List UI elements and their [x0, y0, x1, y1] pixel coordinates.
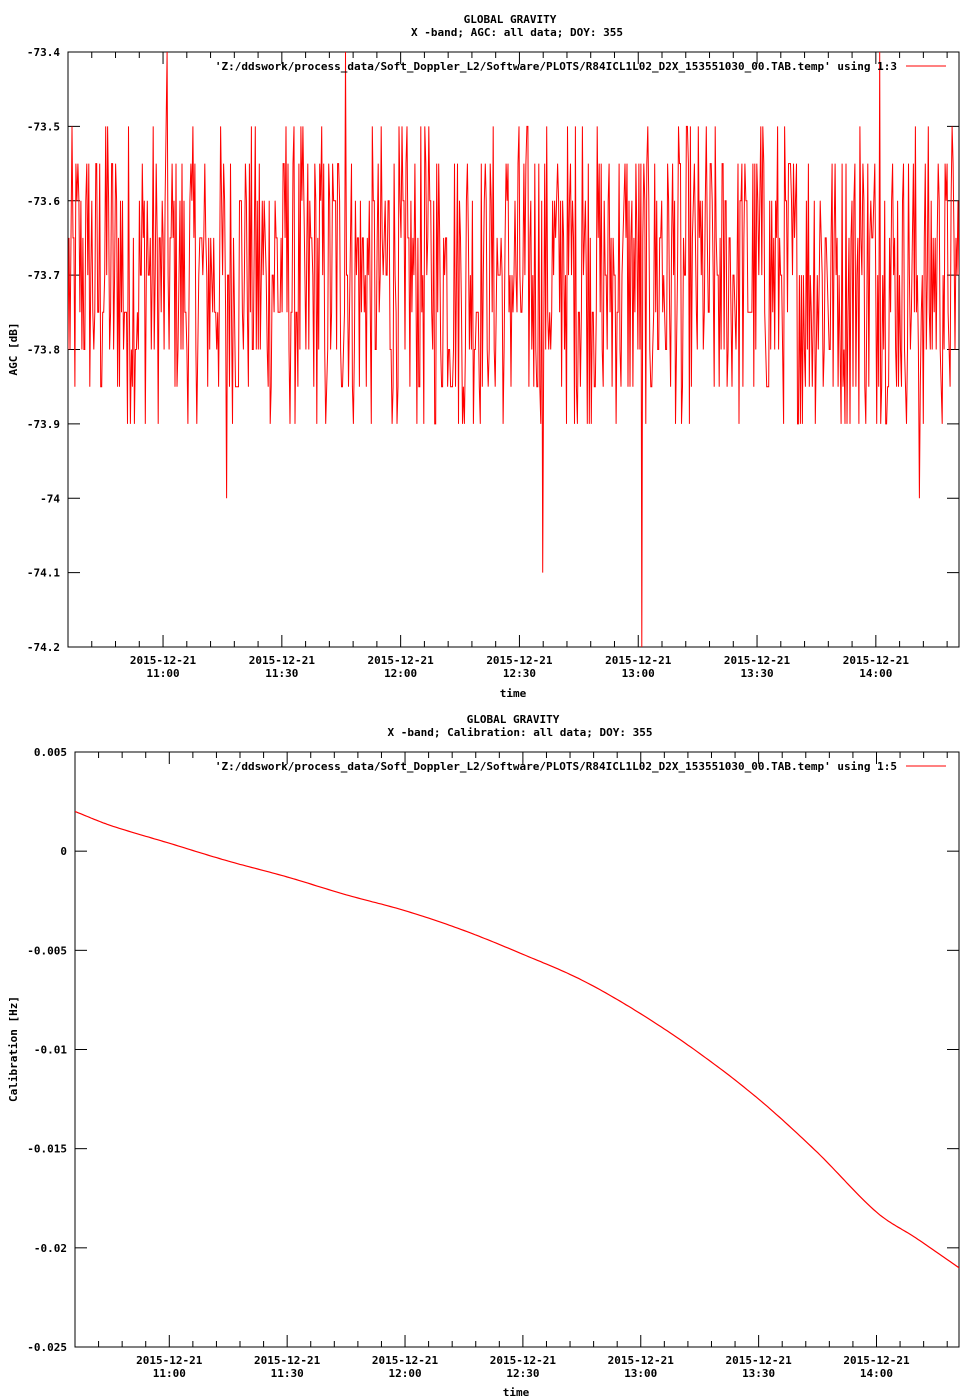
- x-tick-date: 2015-12-21: [136, 1354, 203, 1367]
- x-tick-time: 12:30: [506, 1367, 539, 1380]
- y-tick-label: -73.6: [27, 195, 60, 208]
- x-tick-date: 2015-12-21: [843, 654, 910, 667]
- x-tick-time: 11:00: [146, 667, 179, 680]
- y-axis: 0.005 0 -0.005 -0.01 -0.015 -0.02 -0.025: [27, 746, 959, 1354]
- legend: 'Z:/ddswork/process_data/Soft_Doppler_L2…: [215, 760, 946, 773]
- x-tick-date: 2015-12-21: [372, 1354, 439, 1367]
- calibration-series: [75, 810, 959, 1269]
- series-line: [68, 52, 959, 647]
- y-tick-label: -74.2: [27, 641, 60, 654]
- y-tick-label: -0.02: [34, 1242, 67, 1255]
- y-tick-label: -73.5: [27, 120, 60, 133]
- x-tick-date: 2015-12-21: [249, 654, 316, 667]
- y-axis: -73.4 -73.5 -73.6 -73.7 -73.8 -73.9 -74 -74.1 -7…: [27, 46, 959, 654]
- x-tick-time: 13:00: [624, 1367, 657, 1380]
- x-tick-date: 2015-12-21: [486, 654, 553, 667]
- y-tick-label: 0: [60, 845, 67, 858]
- x-tick-date: 2015-12-21: [608, 1354, 675, 1367]
- x-axis-label: time: [503, 1386, 530, 1399]
- y-tick-label: -73.8: [27, 344, 60, 357]
- y-tick-label: -0.015: [27, 1143, 67, 1156]
- x-tick-time: 13:30: [742, 1367, 775, 1380]
- x-tick-date: 2015-12-21: [130, 654, 197, 667]
- x-axis: 2015-12-2111:002015-12-2111:302015-12-21…: [67, 52, 948, 680]
- legend-label: 'Z:/ddswork/process_data/Soft_Doppler_L2…: [215, 760, 897, 773]
- calibration-chart: GLOBAL GRAVITY X -band; Calibration: all…: [7, 713, 960, 1399]
- y-axis-label: Calibration [Hz]: [7, 996, 20, 1102]
- x-tick-date: 2015-12-21: [368, 654, 435, 667]
- x-tick-time: 12:00: [388, 1367, 421, 1380]
- y-axis-label: AGC [dB]: [7, 323, 20, 376]
- y-tick-label: -73.9: [27, 418, 60, 431]
- agc-chart: GLOBAL GRAVITY X -band; AGC: all data; D…: [7, 13, 960, 700]
- y-tick-label: 0.005: [34, 746, 67, 759]
- legend-label: 'Z:/ddswork/process_data/Soft_Doppler_L2…: [215, 60, 897, 73]
- x-tick-date: 2015-12-21: [490, 1354, 557, 1367]
- x-tick-time: 14:00: [859, 667, 892, 680]
- chart-title: GLOBAL GRAVITY: [464, 13, 557, 26]
- x-tick-date: 2015-12-21: [843, 1354, 910, 1367]
- x-tick-time: 11:30: [271, 1367, 304, 1380]
- y-tick-label: -74.1: [27, 567, 60, 580]
- chart-title: GLOBAL GRAVITY: [467, 713, 560, 726]
- y-tick-label: -0.025: [27, 1341, 67, 1354]
- y-tick-label: -73.4: [27, 46, 60, 59]
- x-axis-label: time: [500, 687, 527, 700]
- x-tick-time: 12:30: [503, 667, 536, 680]
- x-tick-time: 12:00: [384, 667, 417, 680]
- agc-series: [68, 52, 959, 647]
- x-tick-date: 2015-12-21: [605, 654, 672, 667]
- y-tick-label: -0.005: [27, 944, 67, 957]
- series-line: [75, 810, 959, 1269]
- chart-subtitle: X -band; AGC: all data; DOY: 355: [411, 26, 623, 39]
- x-tick-date: 2015-12-21: [254, 1354, 321, 1367]
- y-tick-label: -74: [40, 492, 60, 505]
- x-tick-time: 13:30: [740, 667, 773, 680]
- x-tick-time: 11:30: [265, 667, 298, 680]
- x-tick-time: 13:00: [622, 667, 655, 680]
- x-tick-date: 2015-12-21: [726, 1354, 793, 1367]
- plot-frame: [74, 751, 960, 1348]
- x-tick-time: 14:00: [860, 1367, 893, 1380]
- plot-frame: [67, 51, 960, 648]
- y-tick-label: -73.7: [27, 269, 60, 282]
- x-tick-date: 2015-12-21: [724, 654, 791, 667]
- x-tick-time: 11:00: [153, 1367, 186, 1380]
- chart-subtitle: X -band; Calibration: all data; DOY: 355: [388, 726, 653, 739]
- legend: 'Z:/ddswork/process_data/Soft_Doppler_L2…: [215, 60, 946, 73]
- y-tick-label: -0.01: [34, 1044, 67, 1057]
- x-axis: 2015-12-2111:002015-12-2111:302015-12-21…: [74, 752, 948, 1380]
